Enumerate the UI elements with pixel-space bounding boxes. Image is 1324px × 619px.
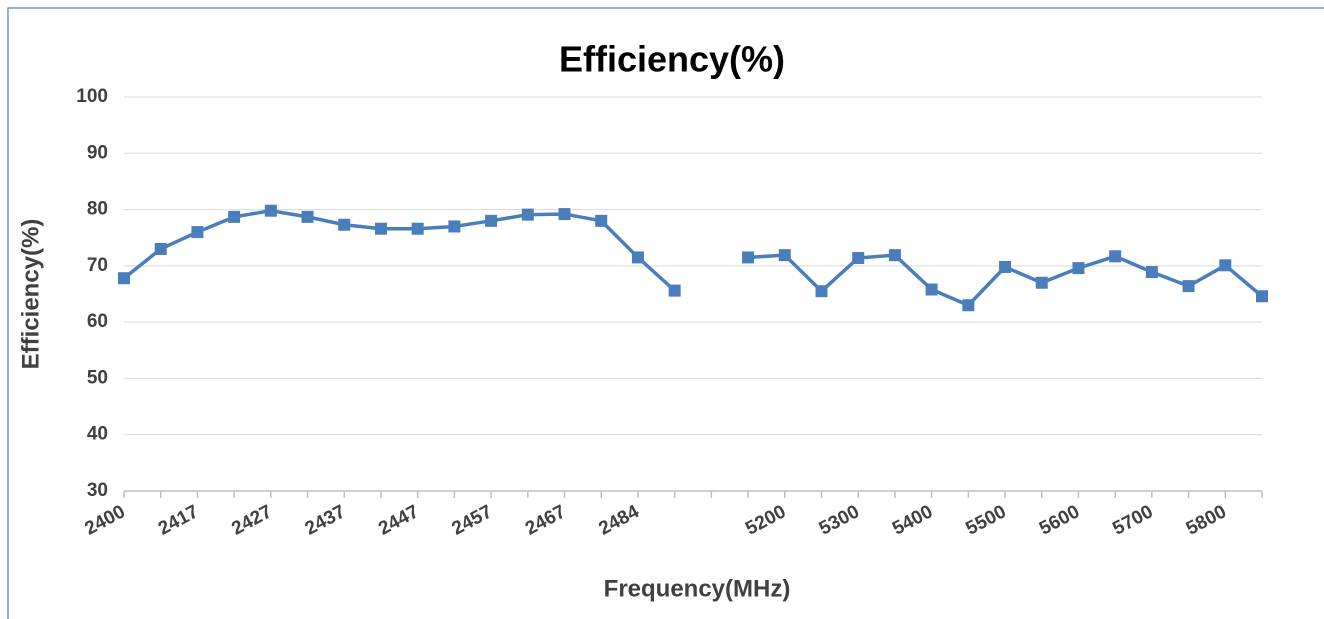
point-marker [1219, 259, 1232, 272]
x-tick-label: 2427 [228, 501, 275, 539]
x-tick-label: 5500 [963, 501, 1010, 539]
y-axis-label: Efficiency(%) [17, 219, 44, 370]
x-tick-label: 2484 [595, 501, 643, 540]
y-tick-label: 90 [87, 142, 108, 163]
point-marker [154, 242, 167, 255]
series-line [122, 208, 1264, 308]
chart-title: Efficiency(%) [559, 39, 785, 80]
y-tick-label: 70 [87, 255, 108, 276]
point-marker [228, 210, 241, 223]
x-tick-label: 2417 [155, 501, 202, 539]
x-tick-label: 5300 [816, 501, 863, 539]
x-tick-label: 5600 [1036, 501, 1083, 539]
point-marker [264, 204, 277, 217]
x-tick-label: 2400 [82, 501, 129, 539]
x-tick-label: 2447 [375, 501, 422, 539]
y-tick-label: 80 [87, 199, 108, 220]
y-tick-label: 40 [87, 424, 108, 445]
point-marker [485, 214, 498, 227]
point-marker [962, 299, 975, 312]
frame [7, 7, 1324, 619]
y-tick-label: 50 [87, 367, 108, 388]
x-tick-label: 5700 [1109, 501, 1156, 539]
x-tick-label: 5200 [742, 501, 789, 539]
point-marker [1072, 262, 1085, 275]
point-marker [1182, 280, 1195, 293]
point-marker [191, 226, 204, 239]
point-marker [338, 218, 351, 231]
point-marker [925, 283, 938, 296]
point-marker [815, 285, 828, 298]
point-marker [1035, 276, 1048, 289]
point-marker [999, 260, 1012, 273]
point-marker [301, 210, 314, 223]
y-tick-label: 30 [87, 480, 108, 501]
x-tick-label: 5400 [889, 501, 936, 539]
point-marker [374, 222, 387, 235]
point-marker [558, 208, 571, 221]
point-marker [668, 284, 681, 297]
y-tick-label: 100 [76, 86, 108, 107]
point-marker [521, 208, 534, 221]
y-tick-label: 60 [87, 311, 108, 332]
x-tick-label: 5800 [1183, 501, 1230, 539]
point-marker [595, 214, 608, 227]
x-tick-label: 2457 [449, 501, 496, 539]
point-marker [1256, 290, 1268, 303]
point-marker [411, 222, 424, 235]
x-axis-label: Frequency(MHz) [604, 575, 791, 602]
point-marker [852, 251, 865, 264]
point-marker [742, 251, 755, 264]
point-marker [888, 249, 901, 262]
x-tick-label: 2467 [522, 501, 569, 539]
point-marker [448, 220, 461, 233]
x-tick-label: 2437 [302, 501, 349, 539]
point-marker [118, 272, 130, 285]
point-marker [778, 249, 791, 262]
point-marker [631, 251, 644, 264]
point-marker [1109, 250, 1122, 263]
point-marker [1145, 266, 1158, 279]
